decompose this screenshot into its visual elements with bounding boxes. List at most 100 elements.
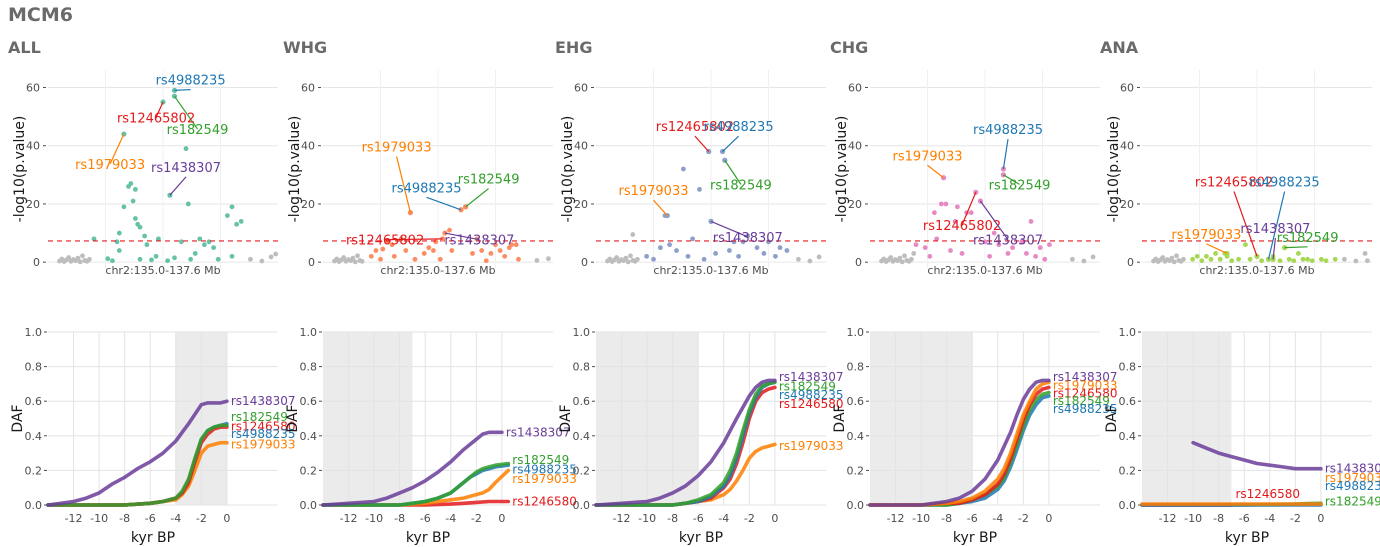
snp-label: rs182549	[458, 173, 520, 188]
series-end-label: rs1246580	[231, 419, 296, 433]
label-leader-line	[465, 188, 489, 208]
series-end-label: rs4988235	[1053, 402, 1118, 416]
manhattan-point	[777, 245, 783, 251]
daf-series-line	[46, 399, 229, 507]
manhattan-point	[897, 255, 903, 261]
manhattan-point	[745, 233, 751, 239]
x-tick-label: -2	[196, 512, 207, 525]
manhattan-point	[736, 253, 741, 259]
figure-title: MCM6	[8, 4, 73, 26]
x-tick-label: -8	[119, 512, 130, 525]
manhattan-point	[987, 253, 992, 259]
manhattan-point	[1323, 258, 1329, 264]
series-end-label: rs1438307	[779, 370, 844, 384]
label-leader-line	[1267, 191, 1286, 260]
manhattan-point	[225, 213, 230, 218]
series-end-label: rs1979033	[1053, 379, 1118, 393]
label-leader-line	[444, 232, 480, 241]
daf-series-line	[594, 380, 777, 507]
manhattan-point	[635, 256, 640, 262]
x-tick-label: 0	[498, 512, 505, 525]
y-tick-label: 60	[848, 81, 862, 94]
y-tick-label: 0.0	[1119, 499, 1137, 512]
manhattan-point	[761, 251, 767, 256]
manhattan-point	[1305, 256, 1310, 262]
highlighted-snp-point	[708, 218, 714, 225]
manhattan-point	[1362, 251, 1368, 256]
y-tick-label: 40	[301, 140, 315, 153]
y-tick-label: 0.2	[573, 464, 591, 477]
label-leader-line	[155, 101, 164, 118]
manhattan-point	[197, 236, 203, 242]
manhattan-point	[546, 256, 551, 262]
manhattan-point	[447, 227, 452, 233]
manhattan-point	[421, 251, 427, 256]
manhattan-point	[690, 236, 695, 242]
snp-label: rs12465802	[1195, 175, 1273, 190]
highlighted-snp-point	[973, 189, 979, 195]
highlighted-snp-point	[1000, 172, 1007, 178]
series-end-label: rs1438307	[506, 425, 571, 439]
manhattan-point	[888, 255, 894, 260]
x-tick-label: -6	[967, 512, 978, 525]
series-end-label: rs4988235	[512, 463, 577, 477]
y-tick-label: 0.4	[300, 430, 318, 443]
snp-label: rs4988235	[973, 123, 1043, 138]
series-end-label: rs182549	[231, 410, 288, 424]
manhattan-point	[1090, 254, 1096, 260]
manhattan-point	[1319, 256, 1324, 262]
label-leader-line	[396, 156, 411, 213]
snp-label: rs182549	[989, 178, 1051, 193]
label-leader-line	[385, 238, 443, 241]
y-tick-label: 40	[574, 140, 588, 153]
manhattan-point	[268, 254, 274, 260]
manhattan-point	[1042, 256, 1048, 262]
manhattan-point	[534, 258, 540, 263]
manhattan-point	[938, 201, 944, 207]
daf-series-line	[46, 423, 229, 507]
y-tick-label: 20	[301, 198, 315, 211]
x-tick-label: 0	[223, 512, 230, 525]
y-tick-label: 0	[308, 256, 315, 269]
manhattan-point	[628, 253, 633, 259]
panel-title: ANA	[1100, 38, 1139, 57]
manhattan-point	[948, 248, 953, 253]
panel-title: ALL	[8, 38, 41, 57]
series-end-label: rs182549	[1325, 495, 1380, 509]
label-leader-line	[927, 164, 944, 179]
x-tick-label: -8	[394, 512, 405, 525]
x-tick-label: 0	[771, 512, 778, 525]
y-tick-label: 40	[848, 140, 862, 153]
manhattan-point	[1277, 258, 1283, 264]
manhattan-point	[211, 245, 217, 251]
manhattan-point	[1028, 219, 1034, 224]
manhattan-point	[238, 219, 244, 224]
x-tick-label: -2	[744, 512, 755, 525]
manhattan-point	[378, 256, 383, 262]
y-tick-label: 0.2	[1119, 464, 1137, 477]
manhattan-point	[1181, 256, 1186, 262]
manhattan-point	[234, 221, 240, 227]
x-tick-label: -12	[65, 512, 83, 525]
series-end-label: rs1246580	[779, 397, 844, 411]
y-tick-label: 0.6	[847, 395, 865, 408]
daf-series-line	[1191, 440, 1323, 471]
manhattan-point	[796, 256, 801, 262]
x-tick-label: -4	[992, 512, 1003, 525]
manhattan-point	[206, 239, 212, 245]
label-leader-line	[722, 135, 740, 152]
x-axis-title: kyr BP	[131, 530, 175, 546]
x-tick-label: -12	[613, 512, 631, 525]
manhattan-point	[1037, 245, 1043, 251]
manhattan-point	[483, 258, 489, 264]
manhattan-point	[1291, 258, 1297, 264]
y-tick-label: 0.8	[847, 361, 865, 374]
manhattan-point	[1286, 256, 1292, 262]
y-tick-label: 0.4	[25, 430, 43, 443]
manhattan-point	[1199, 258, 1205, 264]
time-window-shading	[323, 332, 413, 505]
manhattan-point	[807, 258, 813, 264]
y-tick-label: 0.8	[1119, 361, 1137, 374]
manhattan-point	[188, 256, 194, 262]
manhattan-point	[493, 242, 498, 248]
